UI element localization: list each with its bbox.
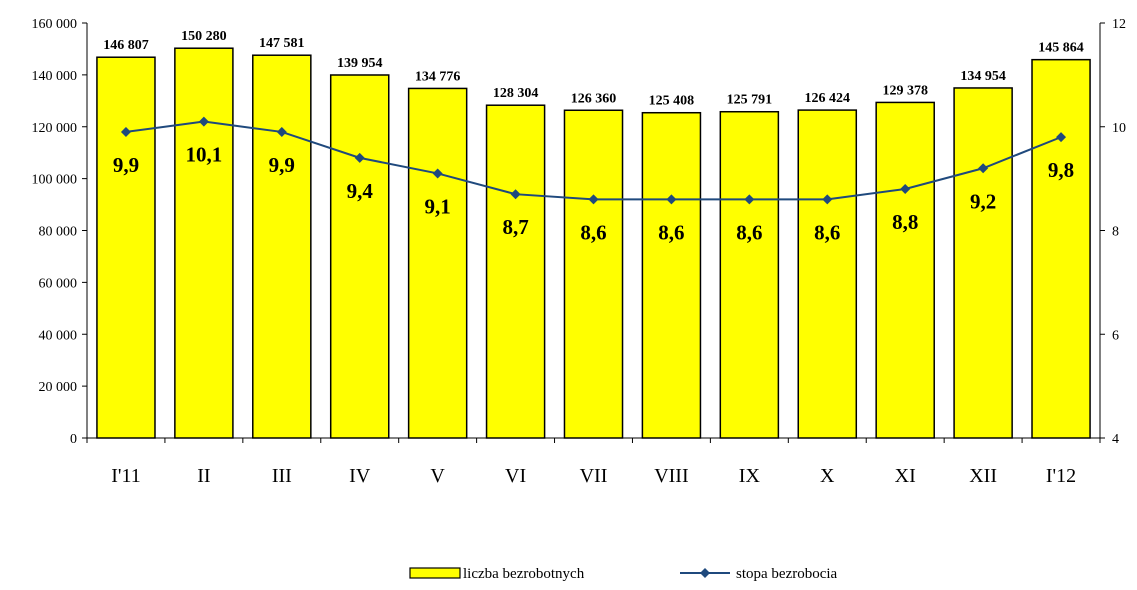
- x-tick-label: X: [820, 465, 835, 487]
- rate-value-label: 8,6: [580, 220, 606, 244]
- y-left-tick-label: 80 000: [39, 225, 78, 240]
- rate-value-label: 8,6: [736, 220, 762, 244]
- rate-value-label: 9,2: [970, 189, 996, 213]
- rate-point: [198, 116, 209, 127]
- bar-value-label: 134 776: [415, 69, 461, 84]
- x-tick-label: IX: [739, 465, 761, 487]
- bar-value-label: 125 791: [727, 93, 773, 108]
- x-tick-label: III: [272, 465, 292, 487]
- x-tick-label: IV: [349, 465, 371, 487]
- rate-value-label: 9,8: [1048, 158, 1074, 182]
- bar-value-label: 126 424: [805, 91, 851, 106]
- y-left-tick-label: 120 000: [32, 121, 78, 136]
- bar-value-label: 128 304: [493, 86, 539, 101]
- rate-line-layer: [120, 116, 1067, 205]
- y-left-tick-label: 100 000: [32, 173, 78, 188]
- y-left-tick-label: 20 000: [39, 380, 78, 395]
- x-tick-label: I'11: [111, 465, 141, 487]
- bar: [329, 74, 390, 439]
- x-tick-label: VI: [505, 465, 526, 487]
- y-right-tick-label: 8: [1112, 225, 1119, 240]
- y-right-tick-label: 10: [1112, 121, 1126, 136]
- rate-value-label: 8,6: [658, 220, 684, 244]
- y-left-tick-label: 0: [70, 432, 77, 447]
- rate-point: [510, 189, 521, 200]
- bar-value-label: 146 807: [103, 38, 149, 53]
- y-left-tick-label: 160 000: [32, 17, 78, 32]
- rate-value-label: 8,8: [892, 210, 918, 234]
- rate-point: [666, 194, 677, 205]
- rate-value-label: 9,4: [347, 179, 374, 203]
- bar-value-label: 139 954: [337, 56, 383, 71]
- bar: [719, 110, 780, 439]
- rate-value-label: 9,1: [425, 194, 451, 218]
- rate-point: [978, 163, 989, 174]
- bar: [1031, 58, 1091, 439]
- rate-value-label: 9,9: [269, 153, 295, 177]
- bars-layer: [96, 47, 1091, 439]
- bar-value-label: 125 408: [649, 94, 695, 109]
- bar: [953, 87, 1013, 439]
- rate-point: [588, 194, 599, 205]
- legend-label-bars: liczba bezrobotnych: [463, 566, 585, 582]
- y-right-tick-label: 6: [1112, 328, 1119, 343]
- bar-value-label: 145 864: [1038, 41, 1084, 56]
- rate-value-label: 10,1: [186, 143, 223, 167]
- bar-value-label: 126 360: [571, 91, 617, 106]
- rate-point: [822, 194, 833, 205]
- x-tick-label: V: [430, 465, 445, 487]
- x-tick-label: XII: [969, 465, 997, 487]
- rate-value-label: 8,6: [814, 220, 840, 244]
- labels-layer: 146 807 150 280 147 581 139 954 134 776 128 3…: [103, 29, 1084, 244]
- bar: [797, 109, 858, 439]
- y-right-tick-label: 4: [1112, 432, 1119, 447]
- bar: [96, 56, 156, 439]
- bar: [252, 54, 312, 439]
- x-tick-label: I'12: [1046, 465, 1076, 487]
- rate-point: [900, 184, 911, 194]
- bar: [641, 111, 702, 439]
- rate-point: [354, 152, 365, 163]
- x-tick-label: VIII: [654, 465, 688, 487]
- bar: [174, 47, 234, 439]
- rate-point: [744, 194, 755, 205]
- rate-value-label: 9,9: [113, 153, 139, 177]
- x-tick-label: II: [197, 465, 210, 487]
- bar-value-label: 129 378: [882, 83, 928, 98]
- legend: liczba bezrobotnych stopa bezrobocia: [409, 566, 838, 582]
- x-tick-label: VII: [580, 465, 608, 487]
- legend-swatch-marker: [700, 568, 710, 578]
- bar-value-label: 134 954: [960, 69, 1006, 84]
- y-left-tick-label: 40 000: [39, 328, 78, 343]
- axes: 0 20 000 40 000 60 000 80 000 100 000 120 000 1…: [32, 17, 1127, 487]
- bar-value-label: 147 581: [259, 36, 305, 51]
- rate-value-label: 8,7: [502, 215, 528, 239]
- bar: [485, 104, 546, 439]
- legend-label-line: stopa bezrobocia: [736, 566, 838, 582]
- y-right-tick-label: 12: [1112, 17, 1126, 32]
- bar-value-label: 150 280: [181, 29, 227, 44]
- rate-point: [1056, 132, 1067, 143]
- rate-point: [432, 168, 443, 179]
- rate-point: [120, 126, 131, 137]
- bar: [875, 101, 935, 439]
- bar: [563, 109, 624, 439]
- bar: [407, 87, 468, 439]
- y-left-tick-label: 60 000: [39, 276, 78, 291]
- rate-point: [276, 126, 287, 137]
- y-left-tick-label: 140 000: [32, 69, 78, 84]
- legend-swatch-bars: [409, 567, 461, 579]
- x-tick-label: XI: [895, 465, 916, 487]
